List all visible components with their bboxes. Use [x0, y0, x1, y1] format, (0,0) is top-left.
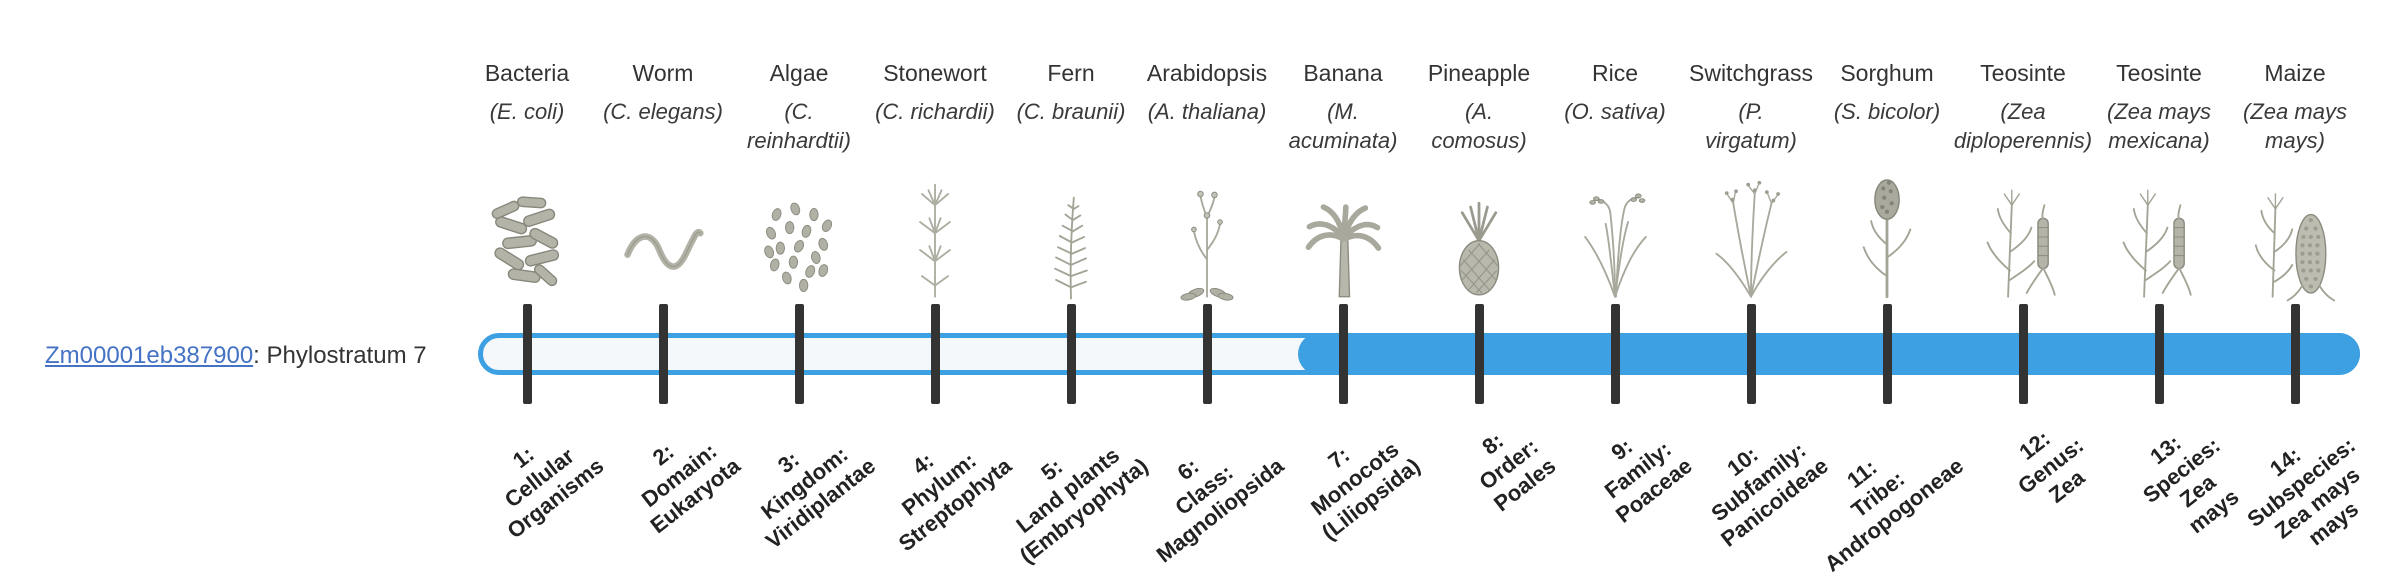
organism-scientific-name: (Zea mays mays)	[2243, 99, 2347, 153]
gene-phylostratum-text: : Phylostratum 7	[253, 342, 427, 369]
organism-scientific-name: (M. acuminata)	[1288, 99, 1398, 153]
phylostratum-tick	[1474, 304, 1484, 404]
worm-icon	[614, 166, 712, 306]
arabidopsis-icon	[1158, 166, 1256, 306]
gene-id-link[interactable]: Zm00001eb387900	[45, 342, 254, 369]
rice-icon	[1566, 166, 1664, 306]
phylostratum-tick	[1746, 304, 1756, 404]
organism-column: Arabidopsis (A. thaliana) 6: Class: Magn…	[1122, 0, 1292, 580]
bacteria-icon	[478, 166, 576, 306]
organism-common-name: Pineapple	[1427, 60, 1531, 86]
organism-scientific-name: (E. coli)	[489, 99, 565, 124]
banana-icon	[1294, 166, 1392, 306]
organism-common-name: Arabidopsis	[1146, 60, 1268, 86]
organism-common-name: Teosinte	[1980, 60, 2066, 86]
phylostratum-tick	[1882, 304, 1892, 404]
organism-common-name: Switchgrass	[1689, 60, 1813, 86]
organism-column: Worm (C. elegans) 2: Domain: Eukaryota	[578, 0, 748, 580]
organism-scientific-name: (S. bicolor)	[1833, 99, 1941, 124]
organism-scientific-name: (C. braunii)	[1016, 99, 1126, 124]
organism-column: Maize (Zea mays mays) 14: Subspecies: Ze…	[2210, 0, 2380, 580]
organism-scientific-name: (P. virgatum)	[1705, 99, 1797, 153]
fern-icon	[1022, 166, 1120, 306]
organism-common-name: Sorghum	[1840, 60, 1934, 86]
organism-common-name: Rice	[1591, 60, 1638, 86]
teosinte-icon	[1974, 166, 2072, 306]
organism-column: Teosinte (Zea mays mexicana) 13: Species…	[2074, 0, 2244, 580]
organism-common-name: Algae	[769, 60, 829, 86]
organism-column: Switchgrass (P. virgatum) 10: Subfamily:…	[1666, 0, 1836, 580]
pineapple-icon	[1430, 166, 1528, 306]
algae-icon	[750, 166, 848, 306]
gene-label: Zm00001eb387900: Phylostratum 7	[45, 342, 427, 370]
organism-common-name: Fern	[1047, 60, 1095, 86]
organism-column: Pineapple (A. comosus) 8: Order: Poales	[1394, 0, 1564, 580]
organism-column: Teosinte (Zea diploperennis) 12: Genus: …	[1938, 0, 2108, 580]
phylostratum-tick	[2018, 304, 2028, 404]
phylostratum-tick	[522, 304, 532, 404]
organism-column: Rice (O. sativa) 9: Family: Poaceae	[1530, 0, 1700, 580]
organism-common-name: Worm	[632, 60, 694, 86]
phylostratum-label: 14: Subspecies: Zea mays mays	[2242, 432, 2365, 551]
organism-column: Banana (M. acuminata) 7: Monocots (Lilio…	[1258, 0, 1428, 580]
phylostratum-tick	[794, 304, 804, 404]
organism-scientific-name: (C. elegans)	[603, 99, 723, 124]
phylostratum-tick	[930, 304, 940, 404]
organism-column: Bacteria (E. coli) 1: Cellular Organisms	[442, 0, 612, 580]
organism-scientific-name: (A. thaliana)	[1147, 99, 1267, 124]
phylostratum-tick	[658, 304, 668, 404]
organism-scientific-name: (Zea diploperennis)	[1953, 99, 2093, 153]
phylostratum-tick	[2290, 304, 2300, 404]
phylostratum-tick	[1202, 304, 1212, 404]
organism-common-name: Banana	[1303, 60, 1383, 86]
organism-common-name: Maize	[2264, 60, 2326, 86]
organism-scientific-name: (C. richardii)	[875, 99, 995, 124]
organism-common-name: Bacteria	[484, 60, 570, 86]
organism-scientific-name: (Zea mays mexicana)	[2107, 99, 2211, 153]
teosinte-icon	[2110, 166, 2208, 306]
sorghum-icon	[1838, 166, 1936, 306]
organism-common-name: Stonewort	[883, 60, 987, 86]
organism-column: Fern (C. braunii) 5: Land plants (Embryo…	[986, 0, 1156, 580]
phylostratum-tick	[2154, 304, 2164, 404]
phylostrata-bar-filled	[1298, 333, 2360, 375]
phylostratum-tick	[1338, 304, 1348, 404]
organism-column: Stonewort (C. richardii) 4: Phylum: Stre…	[850, 0, 1020, 580]
organism-scientific-name: (A. comosus)	[1431, 99, 1527, 153]
maize-icon	[2246, 166, 2344, 306]
phylostratum-tick	[1066, 304, 1076, 404]
organism-scientific-name: (O. sativa)	[1564, 99, 1666, 124]
organism-common-name: Teosinte	[2116, 60, 2202, 86]
phylostratum-tick	[1610, 304, 1620, 404]
switchgrass-icon	[1702, 166, 1800, 306]
organism-column: Sorghum (S. bicolor) 11: Tribe: Andropog…	[1802, 0, 1972, 580]
stonewort-icon	[886, 166, 984, 306]
organism-column: Algae (C. reinhardtii) 3: Kingdom: Virid…	[714, 0, 884, 580]
organism-scientific-name: (C. reinhardtii)	[747, 99, 851, 153]
